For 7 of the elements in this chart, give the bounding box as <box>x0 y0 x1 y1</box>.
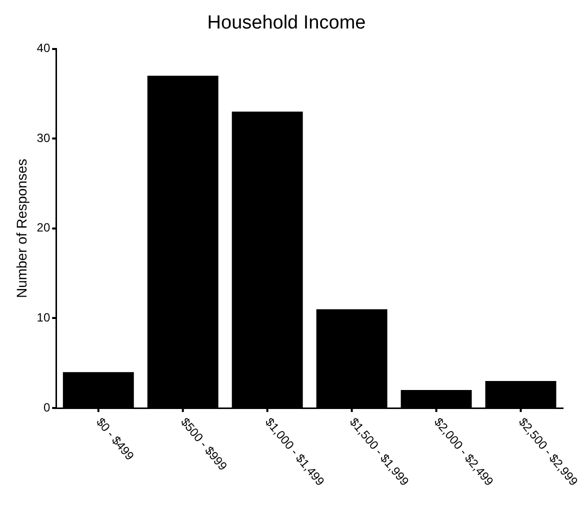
y-tick-label: 30 <box>36 130 50 145</box>
y-tick-label: 10 <box>36 310 50 325</box>
y-tick-label: 20 <box>36 220 50 235</box>
y-tick-label: 0 <box>43 400 50 414</box>
chart-title: Household Income <box>207 12 366 34</box>
y-tick-label: 40 <box>36 41 50 56</box>
y-axis-title: Number of Responses <box>13 158 30 298</box>
